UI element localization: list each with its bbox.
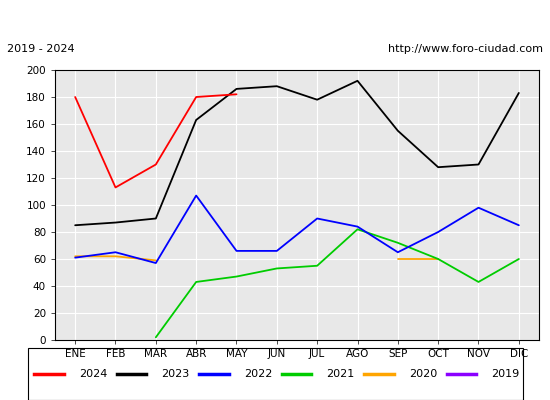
Text: http://www.foro-ciudad.com: http://www.foro-ciudad.com [388,44,543,54]
Text: 2024: 2024 [79,369,107,379]
Text: 2019: 2019 [491,369,519,379]
Text: 2020: 2020 [409,369,437,379]
Text: 2023: 2023 [161,369,189,379]
Text: Evolucion Nº Turistas Extranjeros en el municipio de Sellent: Evolucion Nº Turistas Extranjeros en el … [50,12,500,24]
Text: 2021: 2021 [326,369,354,379]
Text: 2022: 2022 [244,369,272,379]
Text: 2019 - 2024: 2019 - 2024 [7,44,74,54]
